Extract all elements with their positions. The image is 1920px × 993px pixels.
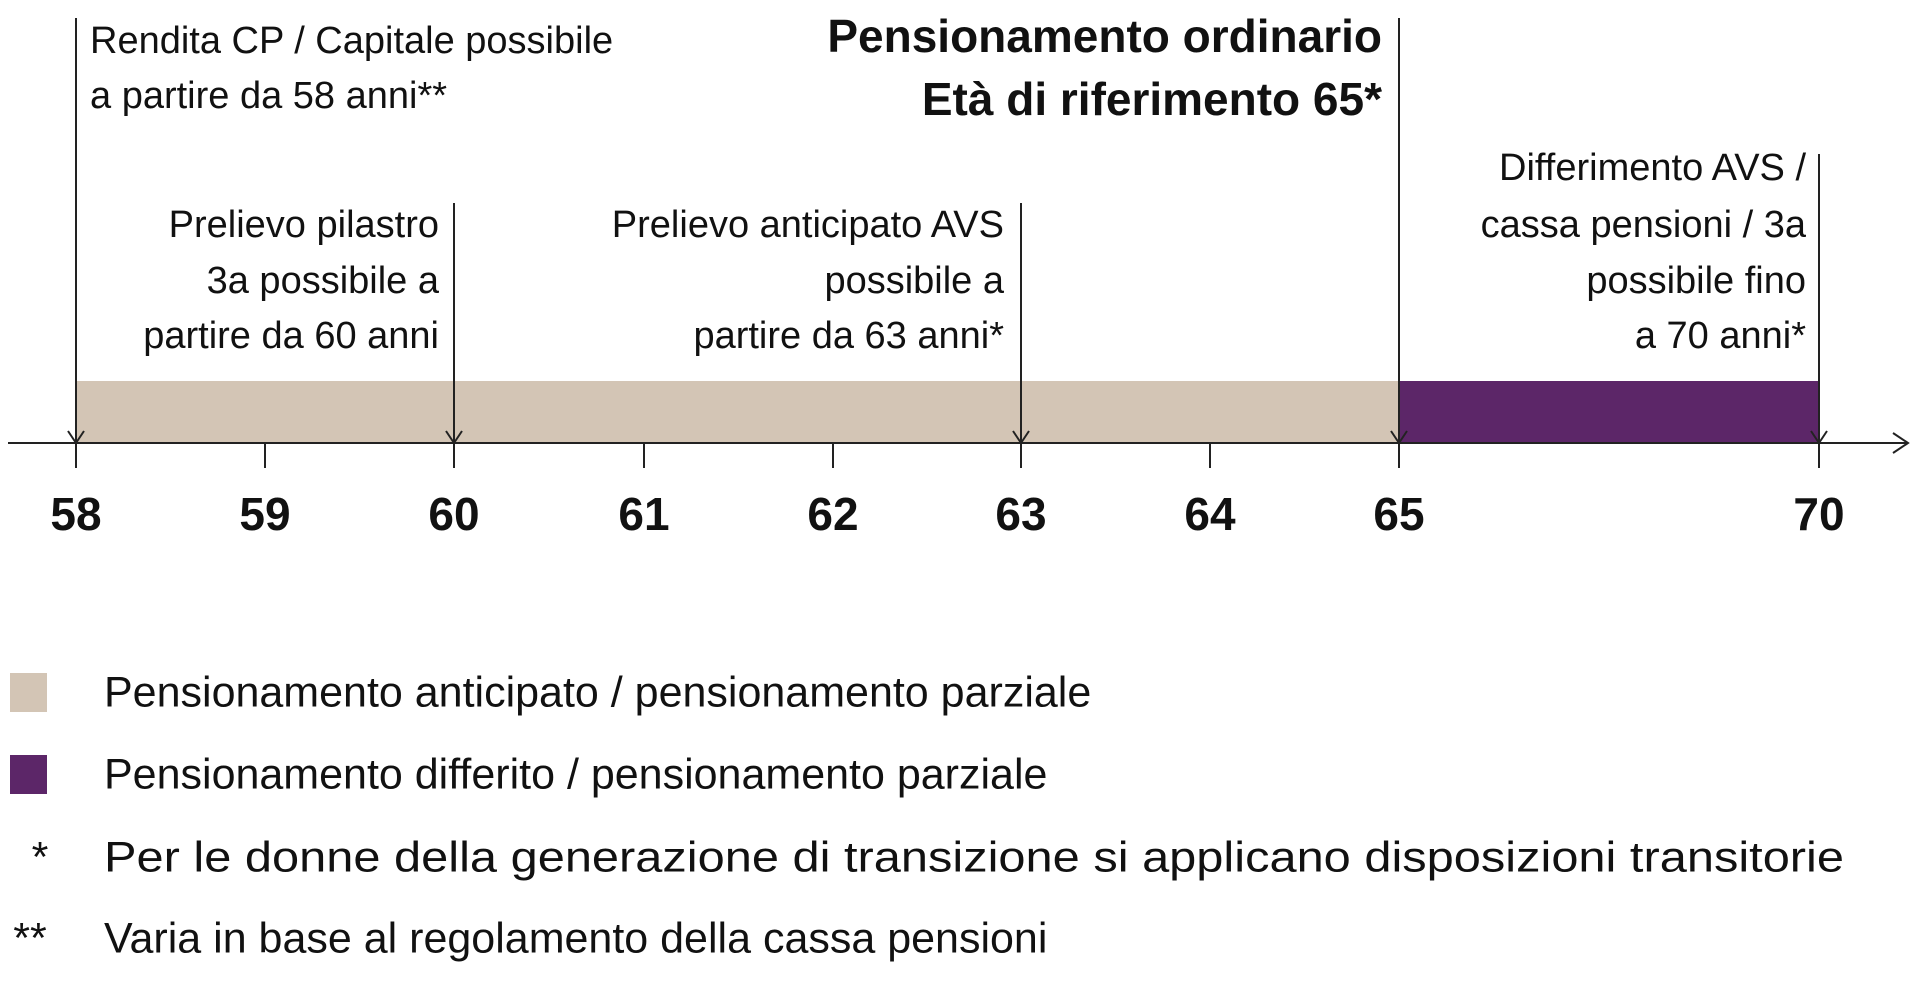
- tick-label: 58: [50, 488, 101, 540]
- annotation: a 70 anni*: [1635, 315, 1806, 357]
- note-text: Varia in base al regolamento della cassa…: [104, 914, 1047, 962]
- annotation: 3a possibile a: [207, 260, 440, 302]
- tick-label: 65: [1373, 488, 1424, 540]
- note-text: Per le donne della generazione di transi…: [104, 833, 1844, 881]
- title: Età di riferimento 65*: [922, 73, 1382, 125]
- title: Pensionamento ordinario: [827, 10, 1382, 62]
- note-symbol: *: [32, 833, 49, 881]
- annotation: partire da 60 anni: [143, 315, 439, 357]
- legend-label: Pensionamento differito / pensionamento …: [104, 750, 1047, 798]
- note-symbol: **: [13, 914, 47, 962]
- tick-label: 61: [618, 488, 669, 540]
- annotation: partire da 63 anni*: [693, 315, 1004, 357]
- annotation: Prelievo pilastro: [169, 204, 439, 246]
- axis-arrow: [1892, 432, 1910, 454]
- annotation: possibile fino: [1586, 260, 1806, 302]
- legend-swatch: [10, 673, 47, 712]
- tick-label: 62: [807, 488, 858, 540]
- annotation: a partire da 58 anni**: [90, 75, 447, 117]
- annotation: possibile a: [824, 260, 1004, 302]
- tick-label: 63: [995, 488, 1046, 540]
- legend-label: Pensionamento anticipato / pensionamento…: [104, 668, 1091, 716]
- tick-label: 64: [1184, 488, 1236, 540]
- annotation: Prelievo anticipato AVS: [612, 204, 1004, 246]
- annotation: Rendita CP / Capitale possibile: [90, 20, 613, 62]
- axis-ticks: 58 59 60 61 62 63 64 65 70: [50, 443, 1845, 540]
- legend-swatch: [10, 755, 47, 794]
- annotation: cassa pensioni / 3a: [1481, 204, 1807, 246]
- annotation: Differimento AVS /: [1499, 147, 1806, 189]
- tick-label: 70: [1793, 488, 1844, 540]
- tick-label: 59: [239, 488, 290, 540]
- deferred-retirement-bar: [1399, 381, 1819, 443]
- tick-label: 60: [428, 488, 479, 540]
- early-retirement-bar: [76, 381, 1399, 443]
